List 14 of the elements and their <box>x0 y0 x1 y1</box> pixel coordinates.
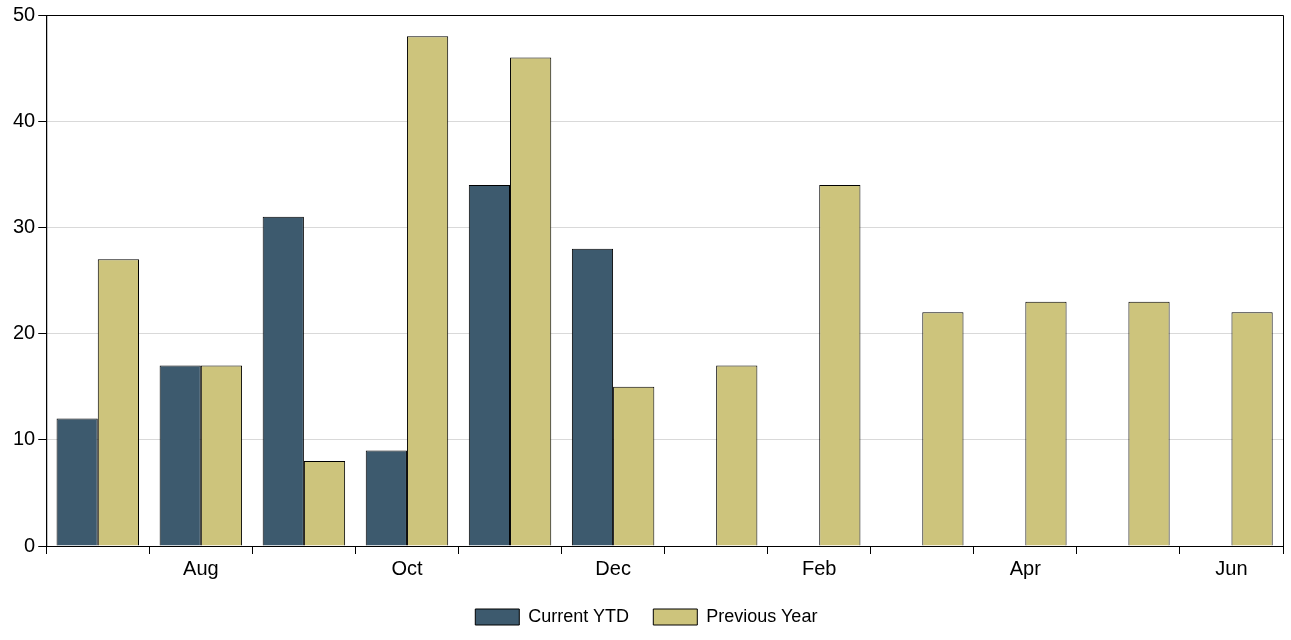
y-tick-label: 20 <box>13 321 36 344</box>
y-tick-label: 10 <box>13 427 36 450</box>
x-tick-label: Aug <box>183 556 219 579</box>
x-tick-label: Feb <box>801 556 837 579</box>
x-tick-label: Dec <box>595 556 631 579</box>
x-tick-label: Oct <box>391 556 423 579</box>
x-tick-label: Apr <box>1009 556 1042 579</box>
y-tick-label: 50 <box>13 2 36 25</box>
x-tick-label: Jun <box>1215 556 1248 579</box>
legend-label: Previous Year <box>706 605 818 626</box>
y-tick-label: 0 <box>24 533 36 556</box>
y-tick-label: 40 <box>13 108 36 131</box>
legend-label: Current YTD <box>528 605 629 626</box>
y-tick-label: 30 <box>13 214 36 237</box>
